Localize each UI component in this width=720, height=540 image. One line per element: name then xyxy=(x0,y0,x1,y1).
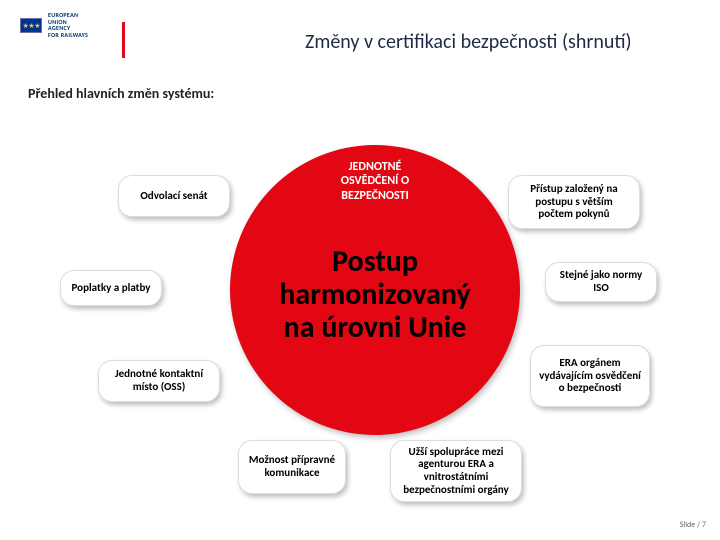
logo-text: EUROPEAN UNION AGENCY FOR RAILWAYS xyxy=(48,12,88,38)
page-subtitle: Přehled hlavních změn systému: xyxy=(28,85,214,102)
node-spoluprace: Užší spolupráce mezi agenturou ERA a vni… xyxy=(390,440,522,502)
title-divider xyxy=(122,22,125,58)
node-label: Jednotné kontaktní místo (OSS) xyxy=(107,368,211,393)
slide-root: ★ ★ ★ EUROPEAN UNION AGENCY FOR RAILWAYS… xyxy=(0,0,720,540)
eu-flag-icon: ★ ★ ★ xyxy=(20,18,42,33)
node-label: Přístup založený na postupu s větším poč… xyxy=(517,183,631,221)
top-label-l1: JEDNOTNÉ xyxy=(300,160,450,174)
node-pripravna-komunikace: Možnost přípravné komunikace xyxy=(238,440,346,494)
node-pristup: Přístup založený na postupu s větším poč… xyxy=(508,175,640,229)
center-l3: na úrovni Unie xyxy=(230,311,520,344)
center-text: Postup harmonizovaný na úrovni Unie xyxy=(230,245,520,344)
center-l1: Postup xyxy=(230,245,520,278)
node-label: ERA orgánem vydávajícím osvědčení o bezp… xyxy=(539,357,641,395)
top-label-l3: BEZPEČNOSTI xyxy=(300,189,450,203)
node-iso: Stejné jako normy ISO xyxy=(545,262,657,302)
node-label: Stejné jako normy ISO xyxy=(554,269,648,294)
top-label-l2: OSVĚDČENÍ O xyxy=(300,174,450,188)
node-poplatky: Poplatky a platby xyxy=(60,270,162,306)
node-label: Poplatky a platby xyxy=(71,282,150,295)
node-oss: Jednotné kontaktní místo (OSS) xyxy=(98,360,220,402)
node-era-organ: ERA orgánem vydávajícím osvědčení o bezp… xyxy=(530,345,650,407)
node-label: Odvolací senát xyxy=(140,190,207,203)
node-label: Možnost přípravné komunikace xyxy=(247,454,337,479)
logo-line4: FOR RAILWAYS xyxy=(48,32,88,39)
eu-stars-icon: ★ ★ ★ xyxy=(23,21,40,30)
node-label: Užší spolupráce mezi agenturou ERA a vni… xyxy=(399,446,513,497)
node-odvolaci-senat: Odvolací senát xyxy=(118,175,230,217)
center-l2: harmonizovaný xyxy=(230,278,520,311)
top-label: JEDNOTNÉ OSVĚDČENÍ O BEZPEČNOSTI xyxy=(300,160,450,203)
diagram-area: JEDNOTNÉ OSVĚDČENÍ O BEZPEČNOSTI Postup … xyxy=(0,120,720,530)
era-logo: ★ ★ ★ EUROPEAN UNION AGENCY FOR RAILWAYS xyxy=(20,12,88,38)
slide-footer: Slide / 7 xyxy=(680,520,706,530)
page-title: Změny v certifikaci bezpečnosti (shrnutí… xyxy=(305,30,632,54)
